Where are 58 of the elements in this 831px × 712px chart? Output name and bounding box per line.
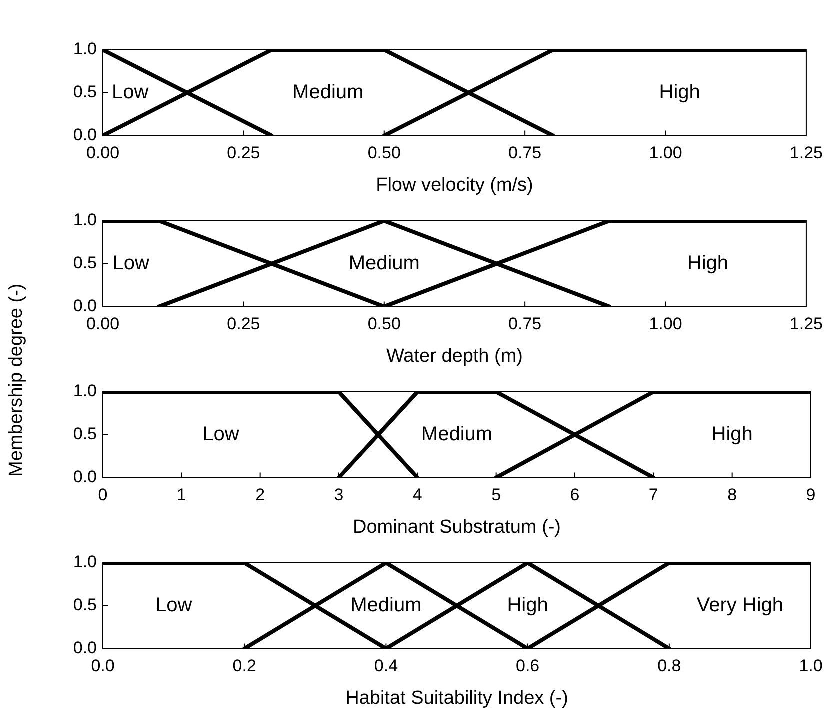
x-tick-label: 6 — [570, 486, 580, 505]
legend-label: Low — [155, 594, 193, 616]
x-axis-title: Habitat Suitability Index (-) — [346, 688, 568, 709]
x-axis-title: Water depth (m) — [386, 346, 524, 367]
y-tick-label: 1.0 — [73, 210, 97, 230]
y-tick-label: 0.5 — [73, 254, 97, 273]
x-tick-label: 4 — [412, 486, 422, 505]
x-axis-title: Dominant Substratum (-) — [352, 516, 562, 538]
x-tick-label: 1.25 — [790, 144, 824, 163]
legend-label: Low — [112, 252, 150, 274]
series-label: High — [687, 252, 729, 274]
series-label: High — [507, 594, 548, 616]
x-tick-label: 9 — [806, 486, 816, 505]
series-label: High — [712, 423, 753, 446]
x-tick-label: 0.25 — [227, 314, 260, 334]
series-label: Medium — [350, 594, 422, 616]
y-axis-title: Membership degree (-) — [6, 283, 28, 476]
y-tick-label: 0.5 — [73, 82, 97, 102]
y-tick-label: 1.0 — [73, 382, 97, 401]
y-tick-label: 1.0 — [73, 40, 97, 59]
y-tick-label: 0.0 — [73, 296, 97, 316]
x-tick-label: 0 — [98, 486, 108, 505]
series-label: Medium — [292, 81, 364, 104]
x-tick-label: 0.50 — [368, 144, 401, 163]
x-tick-label: 0.6 — [516, 656, 540, 676]
x-tick-label: 8 — [728, 486, 738, 505]
x-tick-label: 1.00 — [649, 314, 682, 334]
series-label: Very High — [696, 594, 784, 616]
series-label: High — [659, 81, 700, 104]
x-tick-label: 0.25 — [227, 144, 260, 163]
x-tick-label: 0.4 — [374, 656, 398, 676]
x-tick-label: 1.0 — [799, 656, 823, 676]
x-tick-label: 0.0 — [91, 656, 115, 676]
y-tick-label: 0.0 — [73, 125, 97, 144]
y-tick-label: 0.5 — [73, 424, 97, 444]
x-tick-label: 0.00 — [86, 144, 120, 163]
x-tick-label: 0.2 — [232, 656, 256, 676]
x-tick-label: 1.00 — [649, 144, 682, 163]
legend-label: Low — [112, 81, 150, 104]
x-tick-label: 1 — [176, 486, 186, 505]
series-label: Medium — [348, 252, 420, 274]
x-tick-label: 5 — [492, 486, 502, 505]
x-tick-label: 0.8 — [658, 656, 682, 676]
y-tick-label: 0.5 — [73, 596, 97, 615]
y-tick-label: 1.0 — [73, 552, 97, 572]
x-tick-label: 1.25 — [790, 314, 824, 334]
series-label: Medium — [421, 423, 493, 446]
series-label: Low — [202, 423, 240, 446]
x-tick-label: 0.75 — [508, 314, 542, 334]
x-tick-label: 2 — [256, 486, 266, 505]
x-tick-label: 0.00 — [86, 314, 120, 334]
x-tick-label: 7 — [648, 486, 658, 505]
x-tick-label: 3 — [334, 486, 344, 505]
x-tick-label: 0.75 — [508, 144, 542, 163]
y-tick-label: 0.0 — [73, 467, 97, 486]
x-tick-label: 0.50 — [368, 314, 401, 334]
y-tick-label: 0.0 — [73, 638, 97, 658]
x-axis-title: Flow velocity (m/s) — [376, 174, 534, 196]
